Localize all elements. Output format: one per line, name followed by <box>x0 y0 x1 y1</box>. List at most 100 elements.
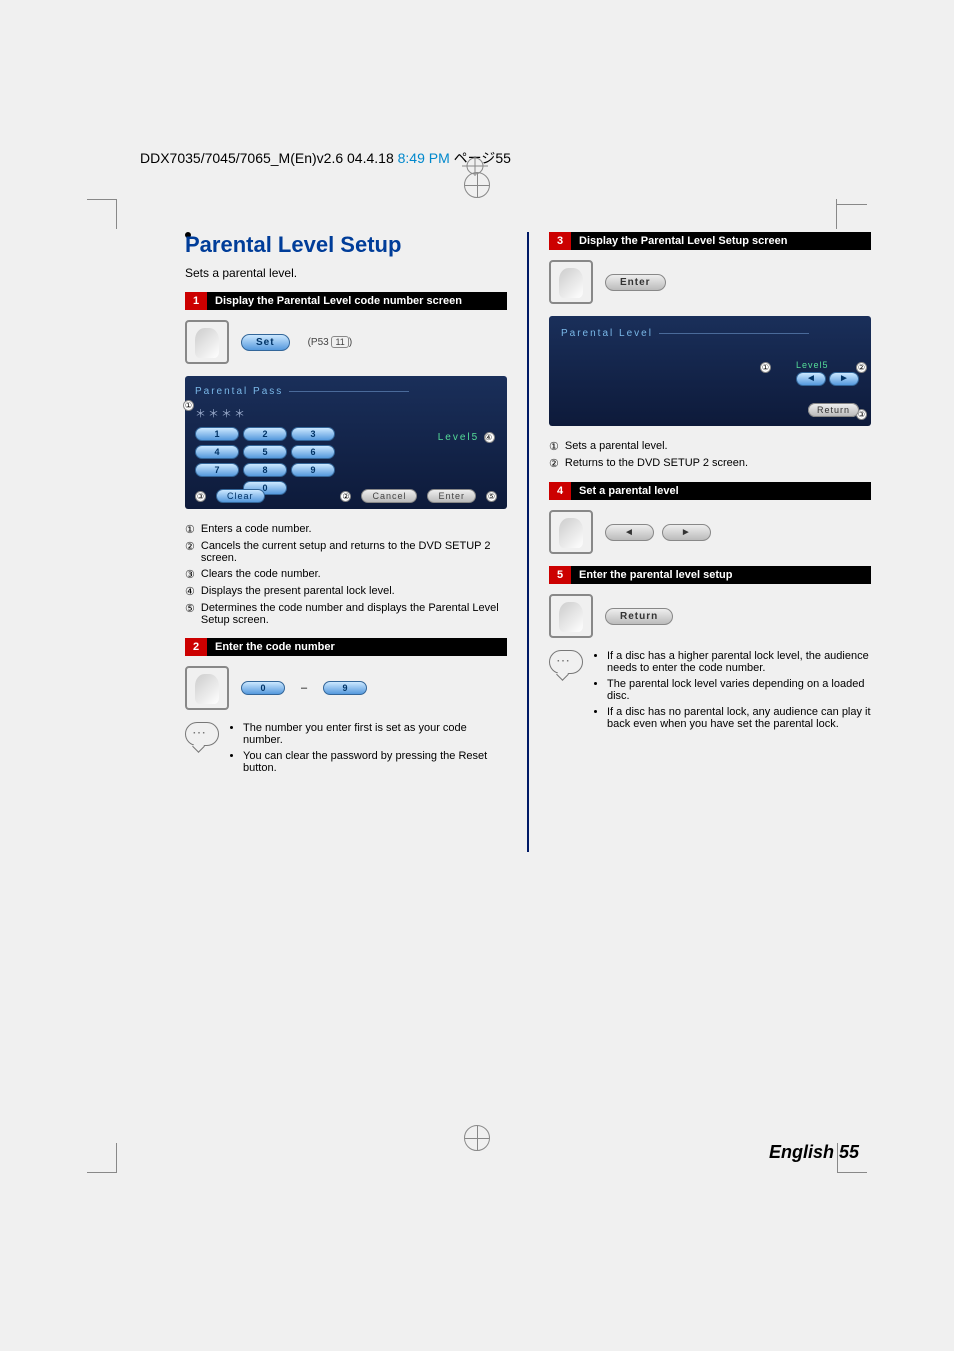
hand-icon <box>185 666 229 710</box>
crop-mark-br <box>837 1172 867 1173</box>
ref-text: (P53 11) <box>308 336 353 348</box>
level-text: Level5 <box>796 360 859 370</box>
annotation-3-inline: ③ <box>195 491 206 502</box>
step4-header: 4 Set a parental level <box>549 482 871 500</box>
step3-num: 3 <box>549 232 571 250</box>
screen2-title: Parental Level <box>561 328 859 339</box>
section-subtitle: Sets a parental level. <box>185 266 507 280</box>
section-title: Parental Level Setup <box>185 232 507 258</box>
step4-action: ◄ ► <box>549 510 871 554</box>
key-0-sample[interactable]: 0 <box>241 681 285 695</box>
column-divider <box>527 232 529 852</box>
clear-button[interactable]: Clear <box>216 489 265 503</box>
note-item: If a disc has a higher parental lock lev… <box>607 650 871 674</box>
note-list-1: The number you enter first is set as you… <box>229 722 507 778</box>
legend-5: ⑤Determines the code number and displays… <box>185 602 507 626</box>
header-text: DDX7035/7045/7065_M(En)v2.6 04.4.18 8:49… <box>140 148 511 168</box>
key-1[interactable]: 1 <box>195 427 239 441</box>
screen1-legend: ①Enters a code number. ②Cancels the curr… <box>185 523 507 626</box>
legend-4: ④Displays the present parental lock leve… <box>185 585 507 598</box>
step5-notes: If a disc has a higher parental lock lev… <box>549 650 871 734</box>
return-button[interactable]: Return <box>808 403 859 417</box>
arrow-left-button[interactable]: ◄ <box>605 524 654 541</box>
info-icon <box>185 722 219 746</box>
hand-icon <box>549 510 593 554</box>
step2-label: Enter the code number <box>215 641 335 653</box>
step2-notes: The number you enter first is set as you… <box>185 722 507 778</box>
set-button[interactable]: Set <box>241 334 290 351</box>
key-6[interactable]: 6 <box>291 445 335 459</box>
header-time: 8:49 PM <box>398 150 450 166</box>
annotation-1: ① <box>183 400 194 411</box>
cancel-button[interactable]: Cancel <box>361 489 417 503</box>
step2-header: 2 Enter the code number <box>185 638 507 656</box>
note-list-2: If a disc has a higher parental lock lev… <box>593 650 871 734</box>
annotation-s2-1: ① <box>760 362 771 373</box>
screen1-title: Parental Pass <box>195 386 497 397</box>
key-5[interactable]: 5 <box>243 445 287 459</box>
key-9[interactable]: 9 <box>291 463 335 477</box>
step1-action: Set (P53 11) <box>185 320 507 364</box>
screen-parental-pass: ① Parental Pass ＊＊＊＊ 1 2 3 4 5 6 7 8 9 0… <box>185 376 507 509</box>
hand-icon <box>549 260 593 304</box>
ref-close: ) <box>349 337 352 348</box>
key-8[interactable]: 8 <box>243 463 287 477</box>
annotation-2-inline: ② <box>340 491 351 502</box>
key-3[interactable]: 3 <box>291 427 335 441</box>
key-2[interactable]: 2 <box>243 427 287 441</box>
hand-icon <box>185 320 229 364</box>
step3-action: Enter <box>549 260 871 304</box>
level-label: Level5 ④ <box>438 432 495 443</box>
legend-s2-2: ②Returns to the DVD SETUP 2 screen. <box>549 457 871 470</box>
note-item: The parental lock level varies depending… <box>607 678 871 702</box>
enter-button[interactable]: Enter <box>427 489 476 503</box>
level-right-button[interactable]: ► <box>829 372 859 386</box>
legend-1: ①Enters a code number. <box>185 523 507 536</box>
legend-2: ②Cancels the current setup and returns t… <box>185 540 507 564</box>
note-item: If a disc has no parental lock, any audi… <box>607 706 871 730</box>
level-controls: Level5 ◄ ► <box>796 360 859 386</box>
ref-box: 11 <box>331 336 348 348</box>
key-4[interactable]: 4 <box>195 445 239 459</box>
note-item: You can clear the password by pressing t… <box>243 750 507 774</box>
col-left: Parental Level Setup Sets a parental lev… <box>185 232 507 852</box>
content: Parental Level Setup Sets a parental lev… <box>185 232 871 852</box>
key-7[interactable]: 7 <box>195 463 239 477</box>
crop-mark-tr <box>836 199 867 205</box>
dash: – <box>299 682 309 694</box>
center-mark-top <box>464 172 490 198</box>
footer-text: English 55 <box>769 1142 859 1163</box>
step3-header: 3 Display the Parental Level Setup scree… <box>549 232 871 250</box>
step4-num: 4 <box>549 482 571 500</box>
step1-num: 1 <box>185 292 207 310</box>
col-right: 3 Display the Parental Level Setup scree… <box>549 232 871 852</box>
step5-num: 5 <box>549 566 571 584</box>
legend-3: ③Clears the code number. <box>185 568 507 581</box>
return-button-step5[interactable]: Return <box>605 608 673 625</box>
enter-button-step3[interactable]: Enter <box>605 274 666 291</box>
crop-mark-bl <box>87 1143 117 1173</box>
crop-mark-tl <box>87 199 117 229</box>
screen2-legend: ①Sets a parental level. ②Returns to the … <box>549 440 871 470</box>
return-wrap: Return <box>808 400 859 418</box>
step5-label: Enter the parental level setup <box>579 569 732 581</box>
step1-label: Display the Parental Level code number s… <box>215 295 462 307</box>
arrow-buttons: ◄ ► <box>605 524 711 541</box>
key-9-sample[interactable]: 9 <box>323 681 367 695</box>
step2-num: 2 <box>185 638 207 656</box>
note-item: The number you enter first is set as you… <box>243 722 507 746</box>
pass-dots: ＊＊＊＊ <box>195 405 497 421</box>
annotation-5-inline: ⑤ <box>486 491 497 502</box>
ref-p: (P53 <box>308 337 332 348</box>
screen-parental-level: Parental Level ① ② ③ Level5 ◄ ► Return <box>549 316 871 426</box>
arrow-right-button[interactable]: ► <box>662 524 711 541</box>
hand-icon <box>549 594 593 638</box>
filename: DDX7035/7045/7065_M(En)v2.6 04.4.18 <box>140 150 398 166</box>
legend-s2-1: ①Sets a parental level. <box>549 440 871 453</box>
step3-label: Display the Parental Level Setup screen <box>579 235 787 247</box>
info-icon <box>549 650 583 674</box>
step1-header: 1 Display the Parental Level code number… <box>185 292 507 310</box>
center-mark-bottom <box>464 1125 490 1151</box>
level-left-button[interactable]: ◄ <box>796 372 826 386</box>
step4-label: Set a parental level <box>579 485 679 497</box>
